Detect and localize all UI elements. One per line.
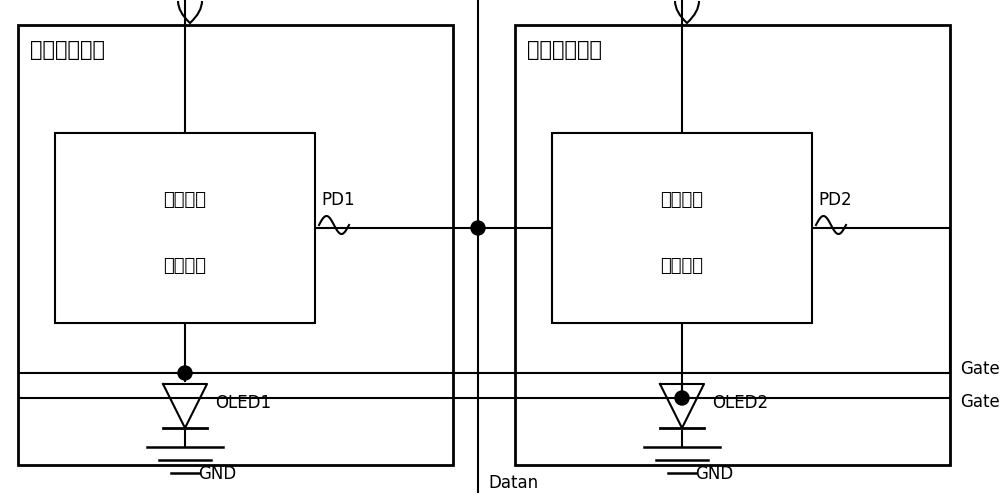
Text: 驱动电路: 驱动电路 xyxy=(164,257,207,275)
Text: GND: GND xyxy=(198,465,236,483)
Bar xyxy=(18,25,453,465)
Circle shape xyxy=(471,221,485,235)
Text: OLED2: OLED2 xyxy=(712,394,768,412)
Text: OLED1: OLED1 xyxy=(215,394,271,412)
Text: 第一像素单元: 第一像素单元 xyxy=(30,40,105,60)
Circle shape xyxy=(675,391,689,405)
Text: PD1: PD1 xyxy=(321,191,355,209)
Text: 第一像素: 第一像素 xyxy=(164,191,207,209)
Text: 第二像素单元: 第二像素单元 xyxy=(527,40,602,60)
Text: Gate1: Gate1 xyxy=(960,360,1000,378)
Text: 驱动电路: 驱动电路 xyxy=(660,257,703,275)
Text: 第一像素: 第一像素 xyxy=(660,191,703,209)
Text: PD2: PD2 xyxy=(818,191,852,209)
Circle shape xyxy=(178,366,192,380)
Bar xyxy=(552,133,812,323)
Bar xyxy=(55,133,315,323)
Text: Datan: Datan xyxy=(488,474,538,492)
Text: GND: GND xyxy=(695,465,733,483)
Text: Gate2: Gate2 xyxy=(960,393,1000,411)
Bar xyxy=(515,25,950,465)
